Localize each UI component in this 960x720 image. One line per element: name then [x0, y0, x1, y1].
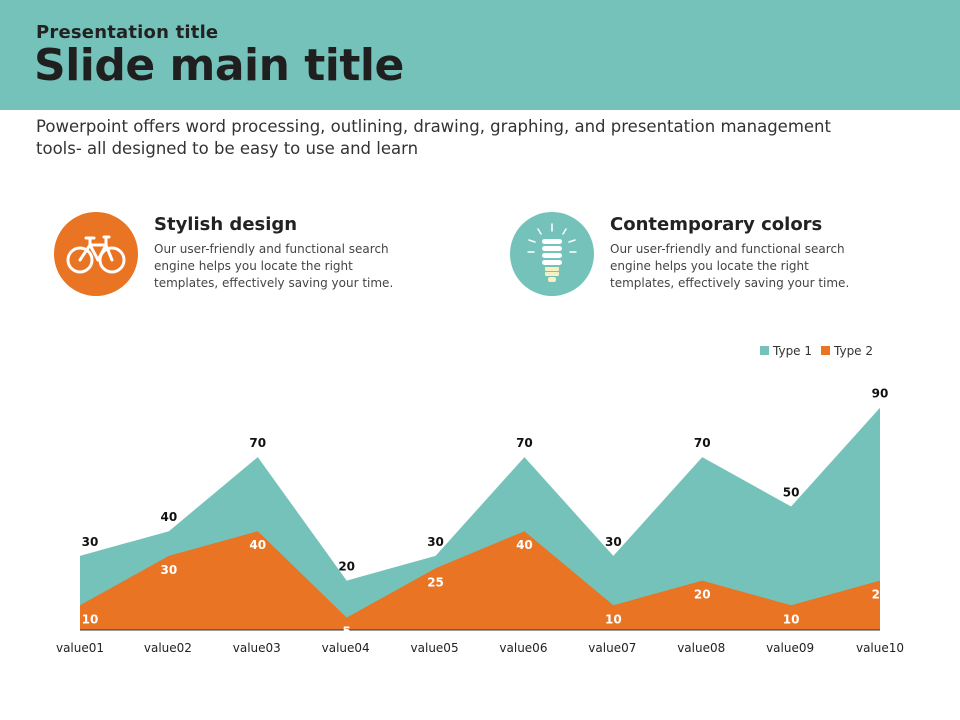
data-label-s2-4: 5 [342, 625, 350, 639]
x-tick-label-2: value02 [144, 641, 192, 655]
bicycle-icon [66, 235, 126, 274]
feature-title-1: Stylish design [154, 214, 298, 235]
x-tick-label-9: value09 [766, 641, 814, 655]
lightbulb-icon [527, 223, 577, 282]
x-tick-label-6: value06 [499, 641, 547, 655]
x-tick-label-3: value03 [233, 641, 281, 655]
data-label-s2-8: 20 [694, 588, 711, 602]
area-chart: 30 40 70 20 30 70 30 70 50 90 10 30 40 5 25 40 10 20 10 20 v… [56, 387, 904, 655]
x-tick-label-7: value07 [588, 641, 636, 655]
legend-label-type1: Type 1 [773, 344, 813, 358]
data-label-s1-3: 70 [249, 436, 266, 450]
data-label-s2-9: 10 [783, 612, 800, 626]
data-label-s1-2: 40 [161, 510, 178, 524]
feature-icon-circle-2 [510, 212, 594, 296]
data-label-s2-5: 25 [427, 575, 444, 589]
data-label-s2-10: 20 [872, 588, 889, 602]
data-label-s2-7: 10 [605, 612, 622, 626]
legend-item-type2: Type 2 [821, 344, 873, 358]
x-tick-label-4: value04 [322, 641, 370, 655]
data-label-s1-7: 30 [605, 535, 622, 549]
data-label-s2-6: 40 [516, 538, 533, 552]
data-label-s1-4: 20 [338, 560, 355, 574]
legend-swatch-type1 [760, 346, 769, 355]
legend-label-type2: Type 2 [834, 344, 874, 358]
x-tick-label-5: value05 [411, 641, 459, 655]
data-label-s2-3: 40 [249, 538, 266, 552]
data-label-s2-1: 10 [82, 612, 99, 626]
data-label-s2-2: 30 [161, 563, 178, 577]
data-label-s1-6: 70 [516, 436, 533, 450]
header-band: Presentation title Slide main title [0, 0, 960, 110]
presentation-title: Presentation title [36, 22, 219, 43]
data-label-s1-5: 30 [427, 535, 444, 549]
feature-description-1: Our user-friendly and functional search … [154, 242, 394, 290]
slide-title: Slide main title [34, 40, 404, 91]
x-tick-label-10: value10 [856, 641, 904, 655]
area-series-2 [80, 531, 880, 630]
intro-text: Powerpoint offers word processing, outli… [36, 117, 831, 158]
legend-swatch-type2 [821, 346, 830, 355]
data-label-s1-1: 30 [82, 535, 99, 549]
x-tick-label-1: value01 [56, 641, 104, 655]
feature-description-2: Our user-friendly and functional search … [610, 242, 850, 290]
legend-item-type1: Type 1 [760, 344, 812, 358]
data-label-s1-9: 50 [783, 486, 800, 500]
x-tick-label-8: value08 [677, 641, 725, 655]
data-label-s1-10: 90 [872, 387, 889, 401]
feature-icon-circle-1 [54, 212, 138, 296]
data-label-s1-8: 70 [694, 436, 711, 450]
feature-title-2: Contemporary colors [610, 214, 823, 235]
